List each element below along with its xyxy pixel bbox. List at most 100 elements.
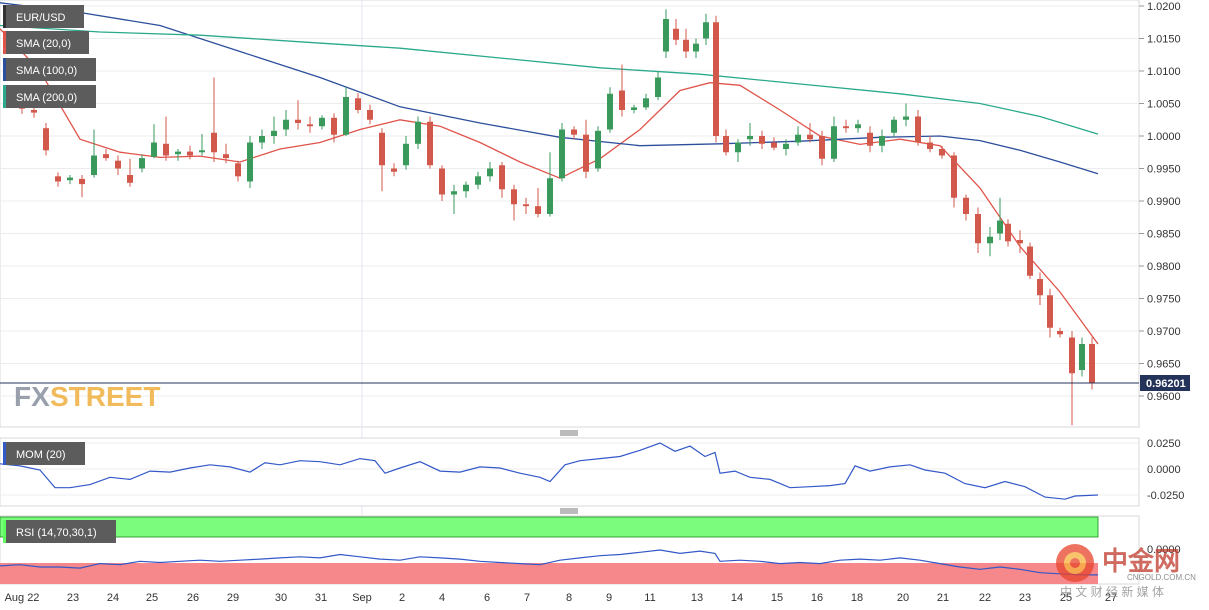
bullish-candle: [643, 93, 649, 110]
time-tick-label: 16: [811, 592, 823, 604]
bullish-candle: [663, 9, 669, 58]
bullish-candle: [175, 149, 181, 161]
price-tick-label: 1.0150: [1147, 34, 1181, 46]
legend-sma20[interactable]: SMA (20,0): [3, 31, 89, 54]
price-tick-label: 0.9650: [1147, 359, 1181, 371]
time-tick-label: 9: [606, 592, 612, 604]
rsi-line: [0, 549, 1098, 576]
time-tick-label: 11: [644, 592, 655, 604]
time-tick-label: 25: [146, 592, 158, 604]
bearish-candle: [843, 119, 849, 133]
legend-rsi[interactable]: RSI (14,70,30,1): [3, 520, 116, 543]
bullish-candle: [607, 87, 613, 133]
time-tick-label: 30: [275, 592, 287, 604]
bearish-candle: [619, 64, 625, 117]
bullish-candle: [559, 123, 565, 182]
bearish-candle: [499, 162, 505, 198]
bullish-candle: [655, 71, 661, 101]
time-axis: Aug 22 23 24 25 26 29 30 31 Sep 2 4 6 7 8 9 11 13 14 15 16 1…: [5, 592, 1118, 604]
time-tick-label: 13: [691, 592, 703, 604]
legend-sma100[interactable]: SMA (100,0): [3, 58, 96, 81]
bullish-candle: [91, 129, 97, 178]
bearish-candle: [1027, 242, 1033, 279]
rsi-tick-label: 0.0000: [1147, 544, 1181, 556]
panel-resize-handle-1[interactable]: [560, 430, 578, 436]
bullish-candle: [403, 136, 409, 170]
bullish-candle: [703, 13, 709, 45]
time-tick-label: 22: [979, 592, 991, 604]
legend-sma20-label: SMA (20,0): [16, 38, 71, 50]
bullish-candle: [247, 136, 253, 188]
bullish-candle: [139, 154, 145, 173]
bullish-candle: [735, 139, 741, 162]
bullish-candle: [997, 197, 1003, 240]
legend-rsi-label: RSI (14,70,30,1): [16, 527, 97, 539]
bullish-candle: [415, 116, 421, 149]
time-tick-label: 20: [897, 592, 909, 604]
price-grid: [0, 5, 1139, 397]
bearish-candle: [759, 130, 765, 149]
bearish-candle: [867, 126, 873, 153]
bullish-candle: [783, 139, 789, 156]
rsi-overbought-zone: [0, 516, 1099, 538]
bearish-candle: [187, 145, 193, 160]
bullish-candle: [1079, 337, 1085, 377]
price-tick-label: 0.9900: [1147, 196, 1181, 208]
bearish-candle: [511, 184, 517, 221]
legend-mom-label: MOM (20): [16, 449, 66, 461]
bearish-candle: [1069, 331, 1075, 426]
bullish-candle: [693, 38, 699, 58]
price-tick-label: 1.0050: [1147, 99, 1181, 111]
cngold-tagline: 中 文 财 经 新 媒 体: [1060, 584, 1164, 599]
mom-line: [0, 442, 1099, 500]
bearish-candle: [771, 137, 777, 151]
bearish-candle: [927, 136, 933, 153]
watermark-street: STREET: [50, 381, 160, 412]
bearish-candle: [103, 149, 109, 161]
time-tick-label: Aug 22: [5, 592, 40, 604]
bearish-candle: [819, 130, 825, 166]
panel-resize-handle-2[interactable]: [560, 508, 578, 514]
current-price-tag: 0.96201: [1140, 375, 1190, 391]
price-tick-label: 0.9850: [1147, 229, 1181, 241]
bearish-candle: [523, 197, 529, 214]
time-tick-label: 14: [731, 592, 743, 604]
bullish-candle: [475, 171, 481, 190]
legend-mom[interactable]: MOM (20): [3, 442, 85, 465]
bearish-candle: [391, 163, 397, 177]
legend-sma200[interactable]: SMA (200,0): [3, 85, 96, 108]
bearish-candle: [367, 104, 373, 125]
time-tick-label: 25: [1060, 592, 1072, 604]
price-tick-label: 1.0000: [1147, 131, 1181, 143]
bearish-candle: [583, 119, 589, 179]
bullish-candle: [151, 124, 157, 159]
bearish-candle: [951, 152, 957, 208]
bearish-candle: [439, 165, 445, 201]
mom-tick-label: 0.0250: [1147, 438, 1181, 450]
bullish-candle: [891, 116, 897, 138]
time-tick-label: 23: [1019, 592, 1031, 604]
legend-pair[interactable]: EUR/USD: [3, 5, 84, 28]
bearish-candle: [127, 158, 133, 187]
legend-sma100-label: SMA (100,0): [16, 65, 77, 77]
bearish-candle: [331, 113, 337, 143]
bearish-candle: [307, 116, 313, 133]
price-tick-label: 0.9950: [1147, 164, 1181, 176]
bearish-candle: [379, 128, 385, 192]
bearish-candle: [211, 77, 217, 162]
bullish-candle: [987, 227, 993, 257]
bearish-candle: [915, 110, 921, 146]
bearish-candle: [1047, 288, 1053, 338]
bearish-candle: [79, 175, 85, 198]
bearish-candle: [683, 28, 689, 58]
time-tick-label: Sep: [352, 592, 372, 604]
mom-grid: [0, 442, 1139, 496]
price-tick-label: 1.0200: [1147, 1, 1181, 13]
rsi-axis: 0.0000: [1147, 544, 1181, 556]
bearish-candle: [1057, 327, 1063, 338]
legend-sma200-label: SMA (200,0): [16, 92, 77, 104]
bullish-candle: [259, 129, 265, 149]
time-tick-label: 6: [484, 592, 490, 604]
candlesticks: [19, 9, 1095, 426]
bearish-candle: [355, 93, 361, 114]
